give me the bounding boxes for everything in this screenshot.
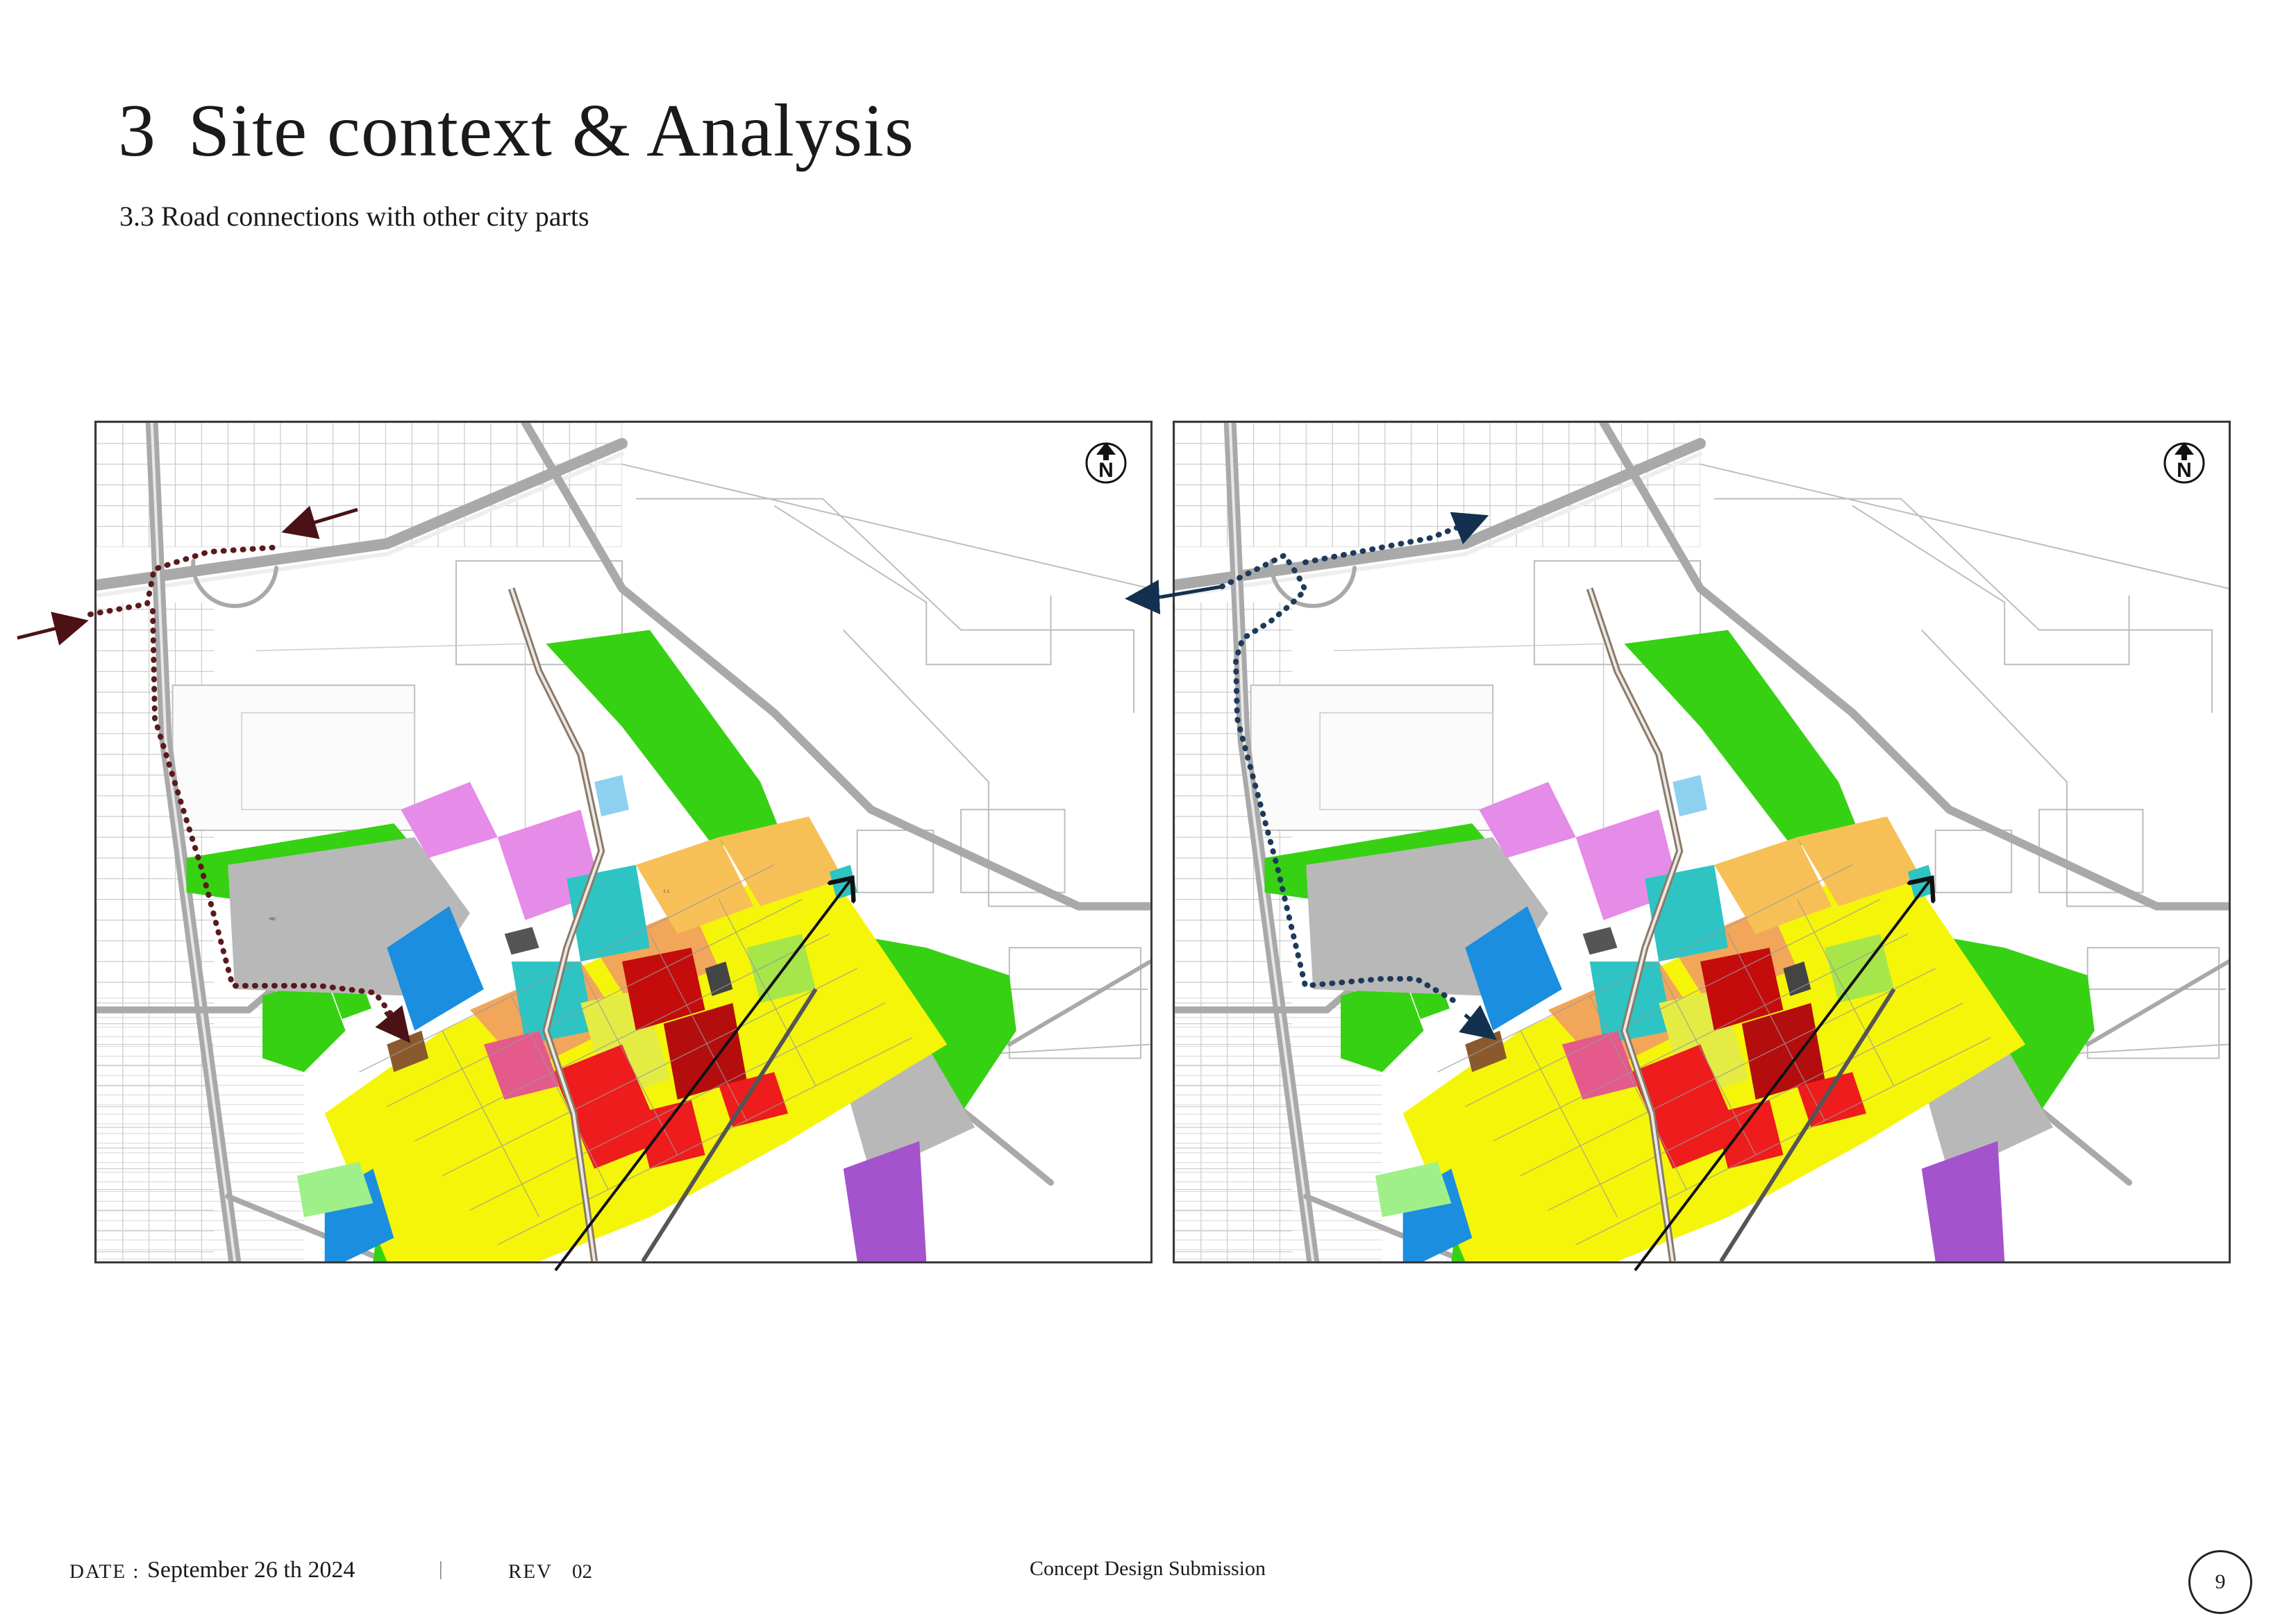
section-number: 3	[118, 90, 156, 172]
svg-text:C-1: C-1	[664, 890, 669, 894]
north-label: N	[2177, 459, 2192, 482]
site-plan-basemap: IND C-1	[97, 423, 1150, 1261]
site-plan-basemap	[1175, 423, 2229, 1261]
section-title: Site context & Analysis	[188, 90, 914, 172]
page-number: 9	[2188, 1550, 2252, 1614]
footer-separator: |	[439, 1558, 443, 1580]
date-value: September 26 th 2024	[147, 1557, 355, 1583]
site-map-right: N	[1173, 421, 2231, 1263]
page-subtitle: 3.3 Road connections with other city par…	[119, 201, 589, 232]
revision-value: 02	[572, 1561, 592, 1583]
svg-text:IND: IND	[269, 917, 276, 921]
date-label: DATE :	[69, 1561, 140, 1583]
north-label: N	[1098, 459, 1114, 482]
document-type: Concept Design Submission	[1030, 1557, 1266, 1580]
page-number-value: 9	[2215, 1570, 2226, 1593]
north-arrow-icon: N	[1082, 439, 1130, 487]
site-map-left: IND C-1 N	[94, 421, 1153, 1263]
north-arrow-icon: N	[2161, 439, 2208, 487]
revision-label: REV	[508, 1561, 553, 1583]
page-title: 3 Site context & Analysis	[118, 94, 914, 169]
